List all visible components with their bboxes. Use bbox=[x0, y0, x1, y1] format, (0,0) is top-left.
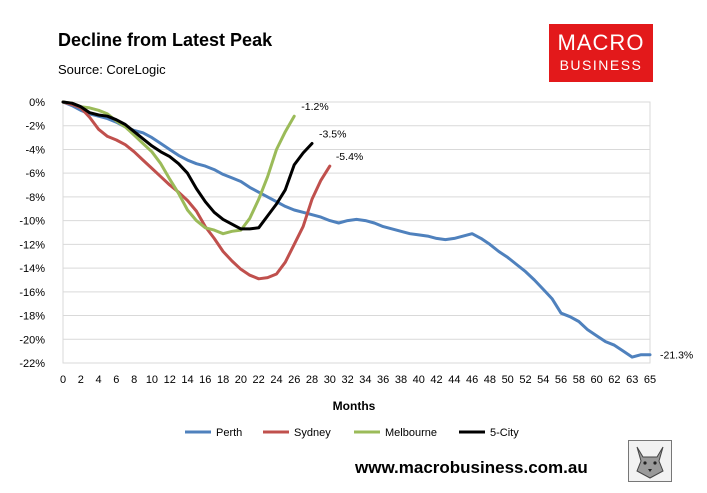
x-tick-label: 30 bbox=[324, 374, 336, 386]
chart-title: Decline from Latest Peak bbox=[58, 30, 273, 50]
end-value-label: -1.2% bbox=[301, 101, 328, 113]
x-tick-label: 48 bbox=[484, 374, 496, 386]
x-tick-label: 46 bbox=[466, 374, 478, 386]
x-tick-label: 65 bbox=[644, 374, 656, 386]
x-tick-label: 14 bbox=[181, 374, 193, 386]
y-tick-label: -22% bbox=[19, 358, 45, 370]
legend-label: 5-City bbox=[490, 427, 519, 439]
x-tick-label: 52 bbox=[519, 374, 531, 386]
x-tick-label: 32 bbox=[341, 374, 353, 386]
y-tick-label: -8% bbox=[25, 192, 45, 204]
x-tick-label: 16 bbox=[199, 374, 211, 386]
end-value-label: -21.3% bbox=[660, 350, 693, 362]
x-tick-label: 38 bbox=[395, 374, 407, 386]
y-tick-label: -6% bbox=[25, 168, 45, 180]
x-axis-label: Months bbox=[333, 399, 376, 413]
y-tick-label: -12% bbox=[19, 239, 45, 251]
x-tick-label: 56 bbox=[555, 374, 567, 386]
x-tick-label: 63 bbox=[626, 374, 638, 386]
y-tick-label: -14% bbox=[19, 263, 45, 275]
y-tick-label: 0% bbox=[29, 97, 45, 109]
y-tick-label: -18% bbox=[19, 311, 45, 323]
plot-area bbox=[62, 101, 651, 364]
legend-label: Perth bbox=[216, 427, 242, 439]
x-tick-label: 44 bbox=[448, 374, 460, 386]
y-tick-label: -4% bbox=[25, 144, 45, 156]
x-tick-label: 10 bbox=[146, 374, 158, 386]
end-value-label: -3.5% bbox=[319, 129, 346, 141]
legend-label: Sydney bbox=[294, 427, 331, 439]
series-line-sydney bbox=[61, 100, 332, 281]
macrobusiness-logo: MACRO BUSINESS bbox=[549, 24, 653, 82]
x-tick-label: 2 bbox=[78, 374, 84, 386]
series-line-perth bbox=[61, 100, 652, 359]
x-tick-label: 60 bbox=[591, 374, 603, 386]
legend-label: Melbourne bbox=[385, 427, 437, 439]
x-tick-label: 4 bbox=[96, 374, 102, 386]
x-tick-label: 12 bbox=[164, 374, 176, 386]
y-tick-label: -10% bbox=[19, 216, 45, 228]
x-tick-label: 36 bbox=[377, 374, 389, 386]
x-tick-label: 26 bbox=[288, 374, 300, 386]
x-tick-label: 20 bbox=[235, 374, 247, 386]
end-value-label: -5.4% bbox=[336, 151, 363, 163]
x-tick-label: 54 bbox=[537, 374, 549, 386]
y-tick-label: -16% bbox=[19, 287, 45, 299]
x-tick-label: 34 bbox=[359, 374, 371, 386]
y-tick-label: -2% bbox=[25, 121, 45, 133]
x-tick-label: 62 bbox=[608, 374, 620, 386]
series-line-melbourne bbox=[61, 100, 296, 236]
x-tick-label: 22 bbox=[253, 374, 265, 386]
y-tick-label: -20% bbox=[19, 334, 45, 346]
x-tick-label: 28 bbox=[306, 374, 318, 386]
x-tick-label: 6 bbox=[113, 374, 119, 386]
logo-line-2: BUSINESS bbox=[559, 57, 643, 73]
chart-source: Source: CoreLogic bbox=[58, 62, 166, 77]
x-tick-label: 50 bbox=[502, 374, 514, 386]
wolf-mascot-icon bbox=[628, 440, 672, 482]
x-tick-label: 8 bbox=[131, 374, 137, 386]
x-tick-label: 58 bbox=[573, 374, 585, 386]
x-tick-label: 0 bbox=[60, 374, 66, 386]
logo-line-1: MACRO bbox=[557, 30, 645, 55]
series-line-5-city bbox=[61, 100, 314, 231]
x-tick-label: 18 bbox=[217, 374, 229, 386]
x-tick-label: 40 bbox=[413, 374, 425, 386]
website-url: www.macrobusiness.com.au bbox=[355, 458, 588, 477]
x-tick-label: 24 bbox=[270, 374, 282, 386]
x-tick-label: 42 bbox=[430, 374, 442, 386]
